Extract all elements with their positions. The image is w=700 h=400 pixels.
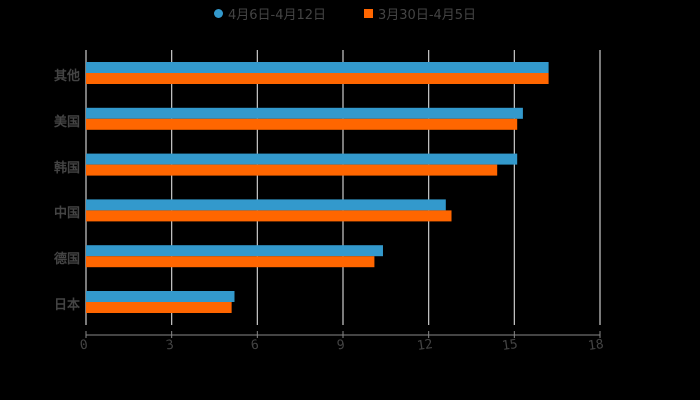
- bar-series-1: [86, 108, 523, 119]
- bar-series-2: [86, 256, 374, 267]
- bar-series-1: [86, 154, 517, 165]
- x-tick-label: 18: [587, 337, 605, 354]
- x-tick-label: 15: [501, 337, 519, 354]
- category-label: 美国: [30, 111, 80, 130]
- bar-series-2: [86, 119, 517, 130]
- category-label: 日本: [30, 294, 80, 313]
- x-tick-label: 12: [416, 337, 434, 354]
- category-label: 德国: [30, 248, 80, 267]
- bar-series-2: [86, 210, 452, 221]
- bar-series-2: [86, 73, 549, 84]
- bar-series-2: [86, 302, 232, 313]
- bar-series-1: [86, 291, 234, 302]
- bar-series-2: [86, 165, 497, 176]
- category-label: 中国: [30, 202, 80, 221]
- x-tick-label: 3: [165, 338, 175, 354]
- category-label: 韩国: [30, 157, 80, 176]
- category-label: 其他: [30, 65, 80, 84]
- bar-series-1: [86, 199, 446, 210]
- bar-series-1: [86, 245, 383, 256]
- bar-series-1: [86, 62, 549, 73]
